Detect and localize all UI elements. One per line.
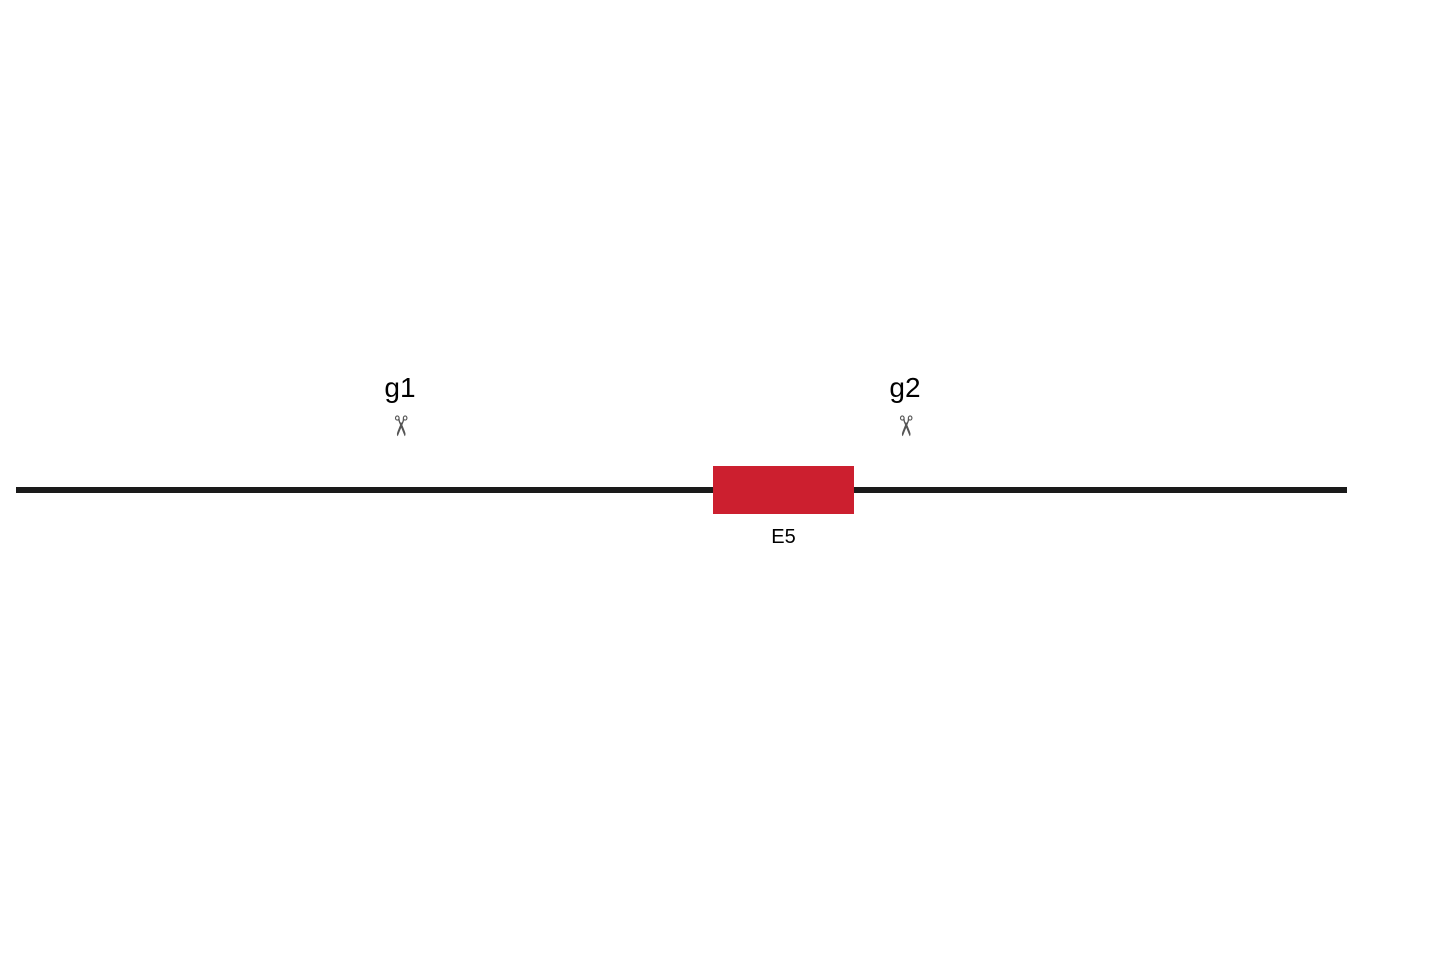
exon-box-e5 <box>713 466 854 514</box>
scissors-icon: ✂ <box>386 408 414 444</box>
scissors-icon: ✂ <box>891 408 919 444</box>
guide-label-g2: g2 <box>875 372 935 404</box>
guide-label-g1: g1 <box>370 372 430 404</box>
gene-diagram: E5 g1 ✂ g2 ✂ <box>0 0 1440 960</box>
exon-label-e5: E5 <box>754 526 814 549</box>
genome-line <box>16 487 1347 493</box>
